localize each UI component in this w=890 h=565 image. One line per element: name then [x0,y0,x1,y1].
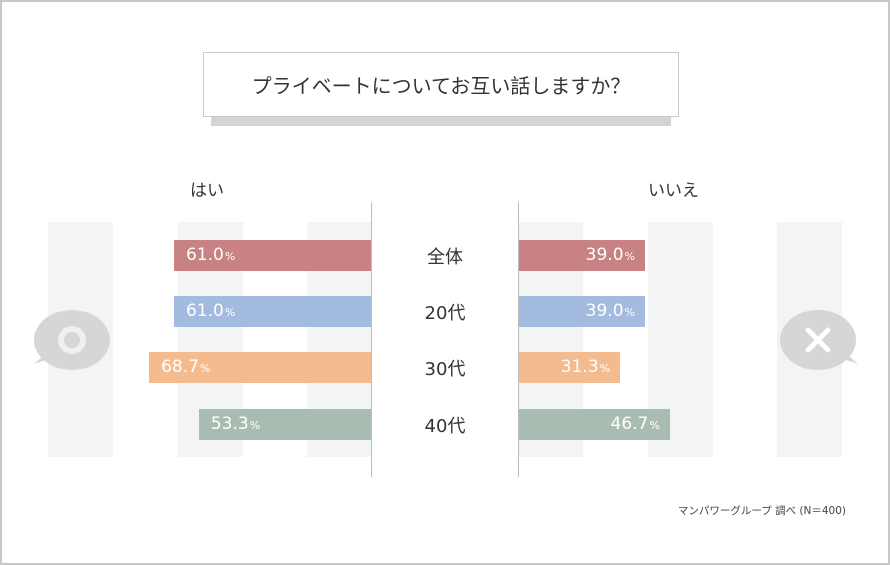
value-label: 68.7 [161,357,199,377]
value-label: 61.0 [185,301,224,321]
bar-no-0: 39.0% [519,240,645,271]
value-label: 31.3 [560,357,599,377]
category-label: 30代 [424,359,466,380]
unit-label: % [624,306,635,319]
bar-yes-1: 61.0% [173,296,371,327]
value-label: 39.0 [585,301,624,321]
bar-yes-3: 53.3% [198,409,371,440]
bar-yes-2: 68.7% [149,352,371,383]
value-label: 39.0 [585,245,624,265]
unit-label: % [249,419,261,432]
circle-speech-bubble-icon [34,310,110,370]
category-label: 全体 [427,247,463,268]
bar-no-2: 31.3% [519,352,621,383]
category-label: 40代 [424,416,466,437]
source-note: マンパワーグループ 調べ (N＝400) [677,505,846,517]
value-label: 61.0 [185,245,224,265]
no-label: いいえ [648,181,699,201]
category-label: 20代 [424,303,466,324]
unit-label: % [224,306,236,319]
unit-label: % [224,250,236,263]
unit-label: % [199,362,211,375]
bar-no-1: 39.0% [519,296,645,327]
bar-yes-0: 61.0% [173,240,371,271]
bar-no-3: 46.7% [519,409,670,440]
unit-label: % [599,362,611,375]
chart-title: プライベートについてお互い話しますか？ [203,52,679,117]
value-label: 46.7 [610,414,649,434]
cross-speech-bubble-icon [780,310,858,370]
right-axis-line [518,202,519,477]
left-axis-line [371,202,372,477]
value-label: 53.3 [210,414,249,434]
unit-label: % [649,419,660,432]
yes-label: はい [190,181,224,201]
unit-label: % [624,250,635,263]
